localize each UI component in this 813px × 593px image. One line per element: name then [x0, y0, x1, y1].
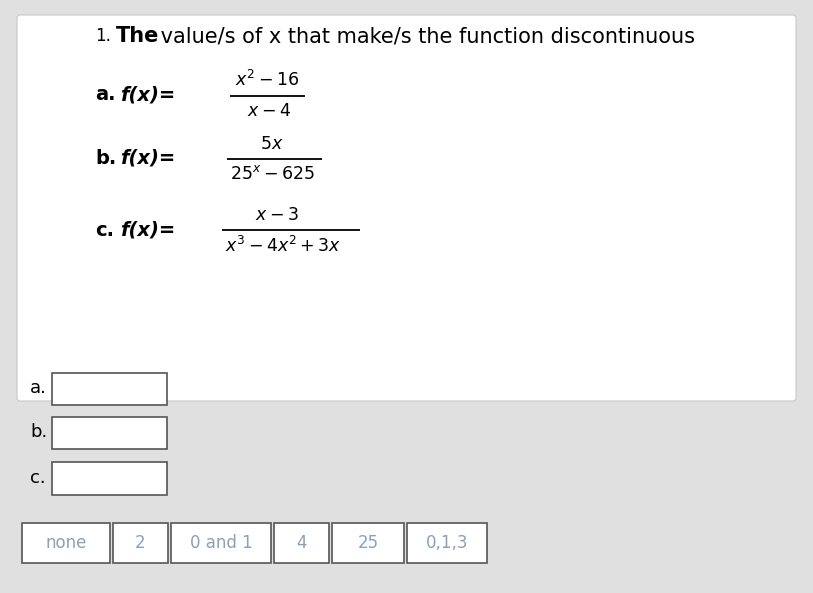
Text: $x^3-4x^2+3x$: $x^3-4x^2+3x$ [225, 236, 341, 256]
Bar [407, 523, 487, 563]
Text: f(x)=: f(x)= [120, 85, 176, 104]
Text: a.: a. [30, 379, 47, 397]
Text: 2: 2 [135, 534, 146, 552]
Text: b.: b. [30, 423, 47, 441]
Text: f(x)=: f(x)= [120, 148, 176, 167]
Bar [22, 523, 110, 563]
Bar [52, 373, 167, 405]
Text: c.: c. [30, 469, 46, 487]
Text: The: The [116, 26, 159, 46]
Bar [274, 523, 329, 563]
Text: 0,1,3: 0,1,3 [426, 534, 468, 552]
Bar [52, 417, 167, 449]
Bar [113, 523, 168, 563]
Text: 1.: 1. [95, 27, 111, 45]
Text: $x-4$: $x-4$ [247, 102, 291, 120]
Text: $x^2-16$: $x^2-16$ [235, 70, 299, 90]
Text: c.: c. [95, 221, 114, 240]
Bar [332, 523, 404, 563]
Text: $x-3$: $x-3$ [255, 206, 298, 224]
Text: none: none [46, 534, 87, 552]
FancyBboxPatch shape [17, 15, 796, 401]
Text: b.: b. [95, 148, 116, 167]
Text: 25: 25 [358, 534, 379, 552]
Text: f(x)=: f(x)= [120, 221, 176, 240]
Text: $25^x-625$: $25^x-625$ [230, 165, 315, 183]
Text: 4: 4 [296, 534, 307, 552]
Bar [52, 462, 167, 495]
Text: $5x$: $5x$ [260, 135, 284, 153]
Text: 0 and 1: 0 and 1 [189, 534, 252, 552]
Text: value/s of x that make/s the function discontinuous: value/s of x that make/s the function di… [154, 26, 695, 46]
Text: a.: a. [95, 85, 115, 104]
Bar [171, 523, 271, 563]
